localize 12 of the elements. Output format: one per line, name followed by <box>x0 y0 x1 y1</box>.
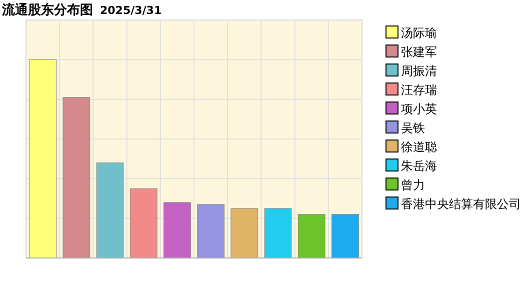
legend-label: 徐道聪 <box>401 140 437 154</box>
legend-label: 周振清 <box>401 64 437 78</box>
legend-label: 项小英 <box>401 102 437 116</box>
chart-subtitle: 2025/3/31 <box>100 4 162 17</box>
chart-title: 流通股东分布图 <box>1 2 93 18</box>
legend-label: 朱岳海 <box>401 159 437 173</box>
legend-label: 汤际瑜 <box>401 26 437 40</box>
legend-label: 汪存瑞 <box>401 83 437 97</box>
legend-label: 张建军 <box>401 45 437 59</box>
legend-label: 曾力 <box>401 178 425 192</box>
legend-label: 吴铁 <box>401 121 425 135</box>
legend-label: 香港中央结算有限公司 <box>401 197 521 211</box>
